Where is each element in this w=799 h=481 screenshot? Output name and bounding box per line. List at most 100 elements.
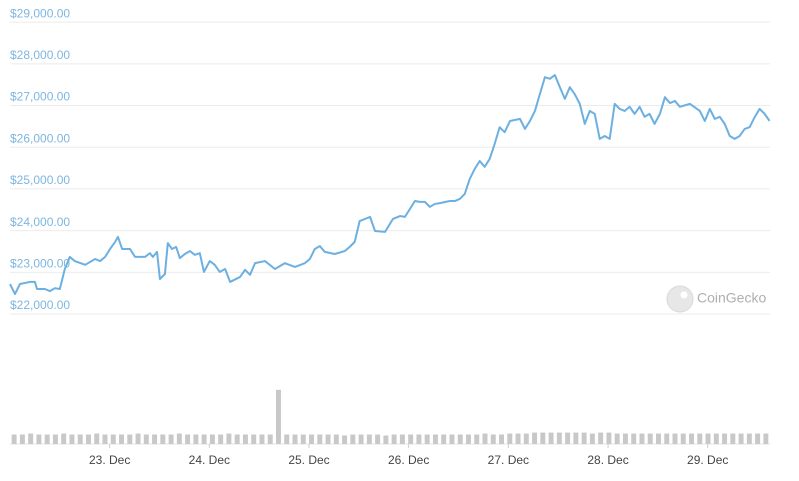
- volume-bar: [28, 433, 34, 444]
- volume-bar: [482, 433, 488, 444]
- volume-bar: [185, 434, 191, 444]
- y-tick-label: $26,000.00: [10, 131, 70, 145]
- volume-bar: [119, 434, 124, 444]
- volume-bar: [449, 434, 455, 444]
- y-tick-label: $22,000.00: [10, 298, 70, 312]
- x-tick-label: 23. Dec: [89, 453, 130, 467]
- volume-bar: [77, 434, 83, 444]
- watermark-text: CoinGecko: [697, 290, 766, 306]
- volume-bar: [722, 433, 728, 444]
- volume-bar: [705, 433, 711, 444]
- volume-bar: [317, 434, 323, 444]
- volume-bar: [358, 434, 364, 444]
- volume-bar: [730, 433, 736, 444]
- volume-bar: [399, 434, 405, 444]
- x-tick-label: 24. Dec: [189, 453, 230, 467]
- volume-bar: [441, 434, 447, 444]
- volume-bar: [276, 389, 281, 444]
- volume-bar: [556, 432, 562, 444]
- volume-bar: [366, 434, 372, 444]
- y-tick-label: $28,000.00: [10, 48, 70, 62]
- volume-bar: [168, 434, 174, 444]
- volume-bar: [44, 434, 50, 444]
- volume-bar: [152, 434, 158, 444]
- volume-bar: [242, 434, 248, 444]
- volume-bar: [234, 434, 240, 444]
- x-tick-label: 27. Dec: [488, 453, 529, 467]
- volume-bar: [672, 433, 678, 444]
- volume-bar: [656, 433, 661, 444]
- volume-bar: [259, 434, 265, 444]
- volume-bar: [548, 432, 554, 444]
- volume-bar: [631, 433, 637, 444]
- volume-bar: [639, 433, 645, 444]
- volume-bar: [209, 434, 215, 444]
- volume-bar: [515, 433, 521, 444]
- volume-bar: [375, 434, 381, 444]
- volume-bar: [267, 434, 273, 444]
- volume-bar: [143, 434, 149, 444]
- volume-bar: [713, 433, 719, 444]
- volume-bar: [127, 434, 133, 444]
- volume-bar: [69, 434, 75, 444]
- volume-bar: [523, 433, 529, 444]
- price-line: [9, 74, 771, 296]
- volume-bar: [284, 434, 290, 444]
- volume-bar: [581, 432, 587, 444]
- volume-bar: [689, 433, 694, 444]
- y-tick-label: $27,000.00: [10, 90, 70, 104]
- y-tick-label: $29,000.00: [10, 6, 70, 20]
- volume-bar: [160, 434, 166, 444]
- volume-bar: [226, 433, 232, 444]
- volume-bar: [350, 434, 356, 444]
- x-tick-label: 26. Dec: [388, 453, 429, 467]
- volume-bar: [292, 434, 298, 444]
- volume-bar: [598, 432, 604, 444]
- volume-bar: [61, 433, 67, 444]
- watermark-logo: [666, 285, 694, 313]
- watermark-logo-eye: [680, 291, 688, 299]
- volume-bar: [102, 434, 108, 444]
- volume-bar: [738, 433, 744, 444]
- volume-bar: [110, 434, 116, 444]
- volume-bar: [614, 433, 620, 444]
- volume-bar: [251, 434, 257, 444]
- volume-bar: [532, 432, 538, 444]
- volume-bar: [622, 433, 628, 444]
- watermark: CoinGecko: [666, 285, 766, 313]
- volume-bar: [457, 434, 463, 444]
- volume-bar: [52, 434, 58, 444]
- volume-bar: [218, 434, 224, 444]
- x-tick-label: 29. Dec: [687, 453, 728, 467]
- volume-bar: [201, 434, 207, 444]
- volume-bar: [333, 434, 339, 444]
- volume-bar: [342, 435, 348, 444]
- volume-bar: [408, 434, 414, 444]
- volume-bar: [135, 433, 141, 444]
- volume-bar: [507, 433, 513, 444]
- y-tick-label: $24,000.00: [10, 215, 70, 229]
- volume-bar: [309, 434, 314, 444]
- volume-bar: [763, 433, 769, 444]
- volume-bar: [499, 434, 504, 444]
- volume-bar: [466, 434, 471, 444]
- volume-bar: [680, 433, 686, 444]
- volume-bar: [300, 434, 306, 444]
- x-tick-label: 28. Dec: [587, 453, 628, 467]
- volume-bar: [86, 434, 91, 444]
- volume-bar: [391, 434, 397, 444]
- volume-bar: [573, 432, 579, 444]
- y-tick-label: $25,000.00: [10, 173, 70, 187]
- volume-bar: [325, 434, 331, 444]
- volume-bar: [11, 434, 17, 444]
- volume-bar: [19, 434, 25, 444]
- volume-bar: [94, 433, 100, 444]
- volume-bar: [416, 434, 422, 444]
- volume-bar: [647, 433, 653, 444]
- volume-bar: [664, 433, 670, 444]
- y-tick-label: $23,000.00: [10, 257, 70, 271]
- volume-bar: [565, 432, 571, 444]
- volume-bar: [697, 433, 703, 444]
- volume-bar: [193, 434, 199, 444]
